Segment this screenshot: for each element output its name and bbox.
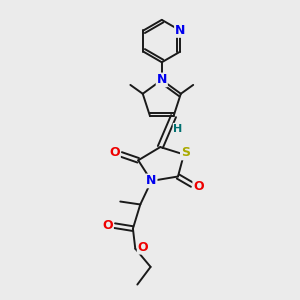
Text: O: O: [102, 219, 113, 232]
Text: S: S: [181, 146, 190, 159]
Text: O: O: [110, 146, 120, 159]
Text: O: O: [138, 241, 148, 254]
Text: N: N: [146, 174, 157, 188]
Text: O: O: [193, 180, 204, 193]
Text: N: N: [157, 74, 167, 86]
Text: N: N: [175, 24, 185, 37]
Text: H: H: [173, 124, 183, 134]
